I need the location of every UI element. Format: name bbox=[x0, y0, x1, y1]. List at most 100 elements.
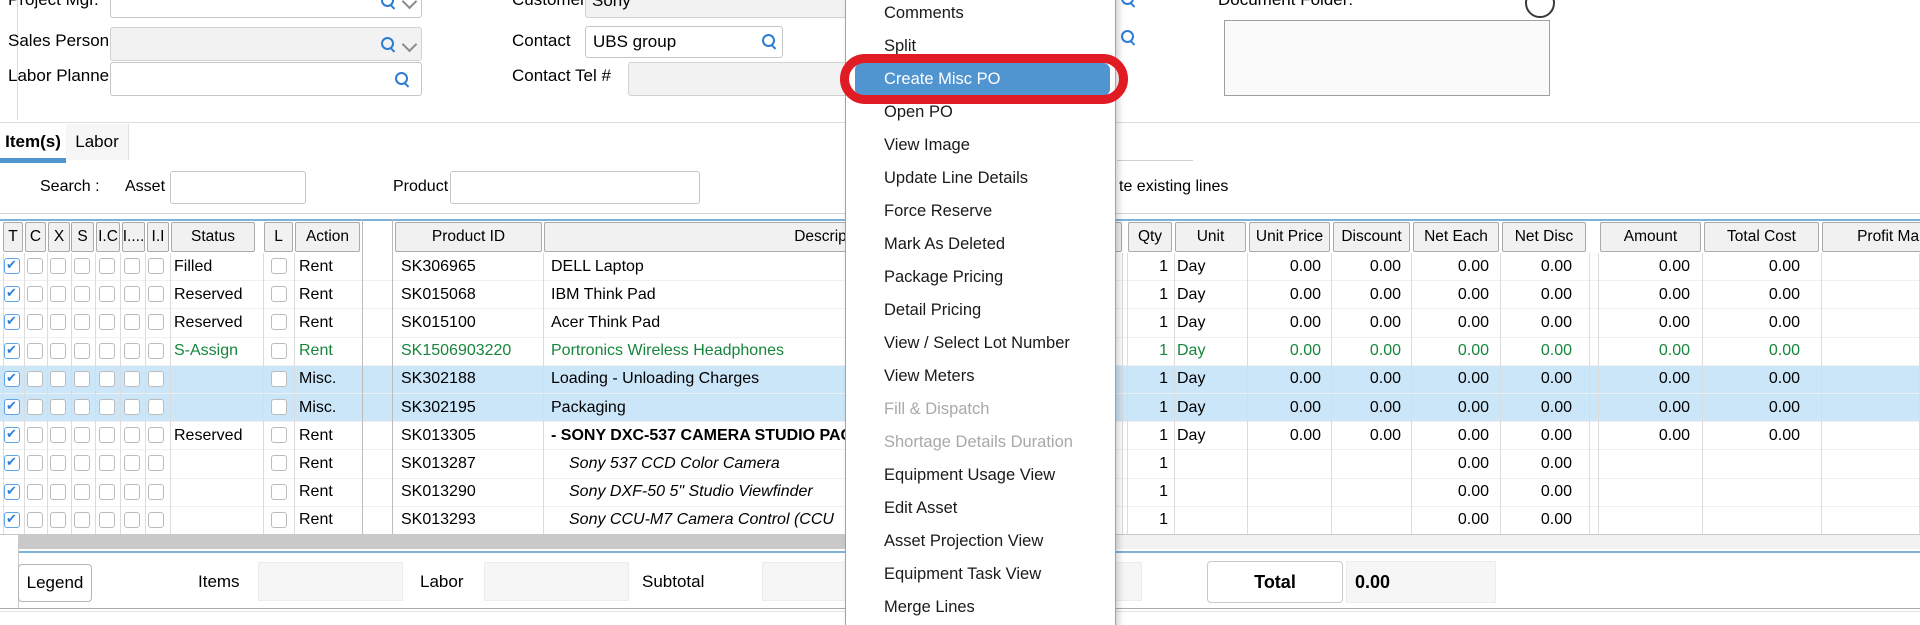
menu-item-package-pricing[interactable]: Package Pricing bbox=[884, 268, 1004, 286]
col-header-net-each[interactable]: Net Each bbox=[1413, 222, 1499, 252]
row-checkbox[interactable] bbox=[271, 370, 287, 387]
row-checkbox-checked[interactable] bbox=[4, 285, 20, 303]
power-icon[interactable] bbox=[1525, 0, 1555, 18]
menu-item-update-line-details[interactable]: Update Line Details bbox=[884, 169, 1029, 187]
row-checkbox-checked[interactable] bbox=[4, 370, 20, 387]
col-header-total-cost[interactable]: Total Cost bbox=[1704, 222, 1819, 252]
row-checkbox[interactable] bbox=[124, 483, 140, 500]
col-header-l[interactable]: L bbox=[264, 222, 293, 252]
row-checkbox[interactable] bbox=[27, 427, 43, 444]
row-checkbox[interactable] bbox=[50, 399, 66, 415]
row-checkbox[interactable] bbox=[148, 511, 164, 528]
contact-field[interactable] bbox=[585, 26, 783, 58]
row-checkbox-checked[interactable] bbox=[4, 454, 20, 472]
row-checkbox[interactable] bbox=[74, 455, 90, 472]
col-header-product-id[interactable]: Product ID bbox=[395, 222, 542, 252]
row-checkbox[interactable] bbox=[99, 511, 115, 528]
row-checkbox[interactable] bbox=[99, 427, 115, 444]
scrollbar-thumb[interactable] bbox=[18, 535, 1038, 549]
row-checkbox[interactable] bbox=[99, 286, 115, 303]
col-header-x[interactable]: X bbox=[48, 222, 70, 252]
row-checkbox[interactable] bbox=[50, 427, 66, 444]
row-checkbox[interactable] bbox=[27, 258, 43, 274]
col-header-t[interactable]: T bbox=[3, 222, 23, 252]
row-checkbox[interactable] bbox=[271, 427, 287, 444]
row-checkbox[interactable] bbox=[148, 286, 164, 303]
col-header-c[interactable]: C bbox=[25, 222, 46, 252]
row-checkbox[interactable] bbox=[50, 455, 66, 472]
row-checkbox-checked[interactable] bbox=[4, 257, 20, 274]
search-icon[interactable] bbox=[381, 0, 396, 10]
search-icon[interactable] bbox=[1121, 30, 1136, 46]
row-checkbox[interactable] bbox=[124, 455, 140, 472]
col-header-i-i[interactable]: I.I bbox=[147, 222, 169, 252]
row-checkbox[interactable] bbox=[50, 258, 66, 274]
row-checkbox[interactable] bbox=[74, 427, 90, 444]
row-checkbox-checked[interactable] bbox=[4, 483, 20, 500]
row-checkbox[interactable] bbox=[74, 399, 90, 415]
row-checkbox[interactable] bbox=[99, 399, 115, 415]
row-checkbox[interactable] bbox=[99, 483, 115, 500]
row-checkbox[interactable] bbox=[50, 286, 66, 303]
row-checkbox[interactable] bbox=[74, 314, 90, 331]
row-checkbox[interactable] bbox=[271, 483, 287, 500]
row-checkbox[interactable] bbox=[124, 427, 140, 444]
row-checkbox[interactable] bbox=[124, 286, 140, 303]
col-header-net-disc[interactable]: Net Disc bbox=[1502, 222, 1586, 252]
project-mgr-field[interactable] bbox=[110, 0, 422, 18]
menu-item-edit-asset[interactable]: Edit Asset bbox=[884, 499, 958, 517]
row-checkbox[interactable] bbox=[271, 511, 287, 528]
row-checkbox[interactable] bbox=[50, 483, 66, 500]
row-checkbox[interactable] bbox=[50, 370, 66, 387]
row-checkbox[interactable] bbox=[50, 511, 66, 528]
search-icon[interactable] bbox=[1121, 0, 1136, 8]
row-checkbox[interactable] bbox=[27, 399, 43, 415]
search-icon[interactable] bbox=[381, 37, 396, 53]
col-header-qty[interactable]: Qty bbox=[1128, 222, 1172, 252]
row-checkbox-checked[interactable] bbox=[4, 426, 20, 444]
row-checkbox[interactable] bbox=[27, 511, 43, 528]
row-checkbox-checked[interactable] bbox=[4, 342, 20, 359]
document-folder-box[interactable] bbox=[1224, 20, 1550, 96]
menu-item-view-image[interactable]: View Image bbox=[884, 136, 970, 154]
menu-item-asset-projection-view[interactable]: Asset Projection View bbox=[884, 532, 1044, 550]
row-checkbox[interactable] bbox=[124, 258, 140, 274]
pane-splitter[interactable] bbox=[392, 219, 393, 535]
table-row[interactable]: Reserved Rent SK015100 Acer Think Pad 1 Day 0.… bbox=[0, 309, 1920, 338]
row-checkbox[interactable] bbox=[27, 342, 43, 359]
menu-item-force-reserve[interactable]: Force Reserve bbox=[884, 202, 993, 220]
row-checkbox[interactable] bbox=[124, 314, 140, 331]
row-checkbox[interactable] bbox=[74, 342, 90, 359]
row-checkbox[interactable] bbox=[50, 342, 66, 359]
col-header-discount[interactable]: Discount bbox=[1333, 222, 1410, 252]
pane-splitter[interactable] bbox=[361, 219, 363, 535]
sales-person-field[interactable] bbox=[110, 27, 422, 61]
col-header-unit[interactable]: Unit bbox=[1175, 222, 1246, 252]
row-checkbox[interactable] bbox=[50, 314, 66, 331]
menu-item-create-misc-po[interactable]: Create Misc PO bbox=[855, 63, 1110, 96]
row-checkbox[interactable] bbox=[74, 483, 90, 500]
row-checkbox[interactable] bbox=[124, 370, 140, 387]
col-header-i-[interactable]: I.... bbox=[122, 222, 145, 252]
row-checkbox-checked[interactable] bbox=[4, 398, 20, 415]
row-checkbox[interactable] bbox=[148, 314, 164, 331]
row-checkbox[interactable] bbox=[99, 370, 115, 387]
row-checkbox[interactable] bbox=[148, 483, 164, 500]
row-checkbox[interactable] bbox=[124, 342, 140, 359]
row-checkbox[interactable] bbox=[148, 427, 164, 444]
row-checkbox[interactable] bbox=[148, 455, 164, 472]
row-checkbox[interactable] bbox=[74, 370, 90, 387]
row-checkbox[interactable] bbox=[74, 286, 90, 303]
row-checkbox[interactable] bbox=[99, 342, 115, 359]
col-header-i-c[interactable]: I.C bbox=[96, 222, 120, 252]
row-checkbox[interactable] bbox=[148, 342, 164, 359]
row-checkbox[interactable] bbox=[148, 399, 164, 415]
menu-item-view-meters[interactable]: View Meters bbox=[884, 367, 975, 385]
tab-labor[interactable]: Labor bbox=[66, 124, 129, 160]
col-header-amount[interactable]: Amount bbox=[1600, 222, 1701, 252]
row-checkbox[interactable] bbox=[271, 399, 287, 415]
row-checkbox[interactable] bbox=[74, 511, 90, 528]
row-checkbox[interactable] bbox=[271, 258, 287, 274]
product-search-input[interactable] bbox=[450, 171, 700, 204]
col-header-profit-margin[interactable]: Profit Margin bbox=[1822, 222, 1920, 252]
